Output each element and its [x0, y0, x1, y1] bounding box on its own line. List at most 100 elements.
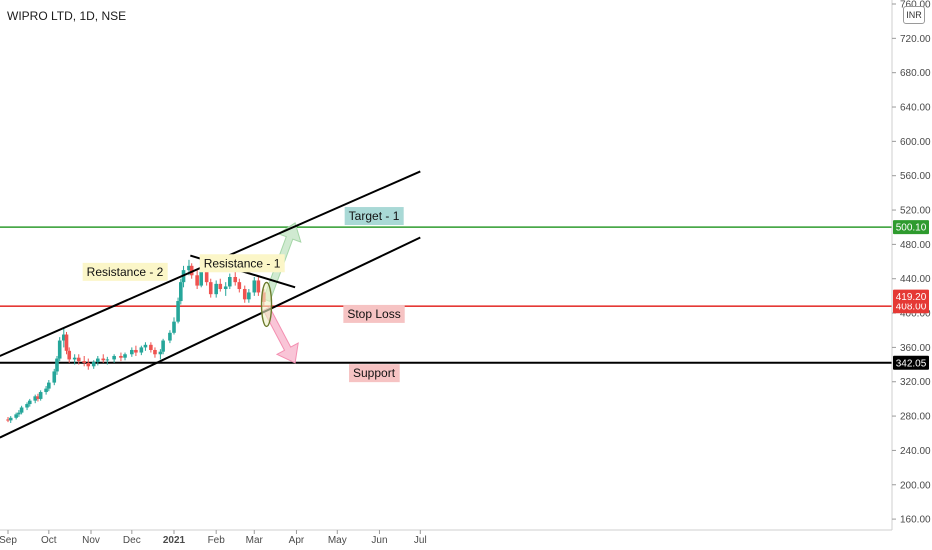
- candle-body: [119, 355, 123, 358]
- breakdown-ellipse-marker: [260, 281, 273, 328]
- candle-body: [6, 419, 10, 421]
- candle-body: [168, 332, 172, 341]
- candle-body: [96, 358, 100, 362]
- price-tag: 419.20: [893, 289, 929, 304]
- y-tick-label: 240.00: [900, 446, 931, 457]
- candle-body: [195, 275, 199, 286]
- candle-body: [14, 414, 18, 418]
- candle-body: [223, 286, 228, 290]
- currency-button[interactable]: INR: [903, 6, 925, 24]
- price-axis[interactable]: 760.00 720.00 680.00 640.00 600.00 560.00 520.…: [892, 0, 931, 526]
- x-tick-label: May: [328, 535, 347, 546]
- annotation-label: Target - 1: [344, 207, 404, 226]
- candle-body: [161, 340, 165, 352]
- chart-title: WIPRO LTD, 1D, NSE: [7, 9, 126, 23]
- candle-body: [214, 283, 218, 295]
- x-tick-label: Apr: [289, 535, 305, 546]
- price-tag-background: [893, 220, 929, 235]
- candle-body: [101, 358, 106, 361]
- y-tick-label: 760.00: [900, 0, 931, 11]
- candle-body: [38, 392, 43, 399]
- y-tick-label: 560.00: [900, 171, 931, 182]
- annotation-label: Resistance - 1: [199, 254, 285, 273]
- candle-body: [123, 354, 127, 358]
- candle-body: [158, 351, 163, 355]
- time-axis[interactable]: Sep Oct Nov Dec 2021 Feb Mar Apr May Jun Jul: [0, 530, 427, 546]
- x-tick-label: Nov: [82, 535, 100, 546]
- candle-body: [82, 361, 86, 363]
- candle-body: [76, 357, 81, 362]
- candle-body: [134, 349, 138, 353]
- y-tick-label: 400.00: [900, 309, 931, 320]
- candle-body: [27, 400, 32, 405]
- annotation-background: [82, 262, 168, 281]
- candle-body: [204, 271, 209, 283]
- x-tick-label: Jul: [414, 535, 427, 546]
- annotation-label: Stop Loss: [343, 304, 405, 323]
- annotation-text: Support: [353, 366, 396, 380]
- candle-body: [44, 388, 48, 393]
- candle-body: [172, 321, 176, 333]
- candle-body: [153, 349, 157, 355]
- candle-body: [179, 282, 183, 302]
- y-tick-label: 200.00: [900, 480, 931, 491]
- annotation-background: [199, 254, 285, 273]
- candle-body: [86, 362, 91, 367]
- candle-body: [143, 344, 148, 348]
- candle-body: [233, 277, 238, 283]
- annotation-background: [344, 207, 404, 226]
- candle-body: [61, 334, 66, 341]
- trendline: [0, 236, 421, 439]
- candle-body: [199, 271, 204, 286]
- candle-body: [64, 334, 69, 351]
- annotation-text: Target - 1: [349, 209, 400, 223]
- candle-body: [189, 265, 194, 276]
- y-tick-label: 520.00: [900, 206, 931, 217]
- down-projection-arrow: [262, 306, 299, 364]
- candle-body: [256, 280, 261, 293]
- candle-body: [149, 344, 153, 350]
- candle-body: [187, 265, 191, 271]
- price-tag-label: 419.20: [896, 292, 927, 303]
- annotation-background: [349, 364, 400, 383]
- y-tick-label: 440.00: [900, 274, 931, 285]
- candle-body: [52, 371, 57, 383]
- candle-body: [33, 396, 38, 401]
- candle-body: [67, 350, 72, 360]
- horizontal-levels: [0, 226, 892, 364]
- y-tick-label: 680.00: [900, 68, 931, 79]
- candle-body: [25, 404, 29, 408]
- candle-body: [139, 347, 144, 353]
- price-tag-background: [893, 289, 929, 304]
- y-tick-label: 360.00: [900, 343, 931, 354]
- x-tick-label: Dec: [123, 535, 141, 546]
- price-tag-label: 500.10: [896, 223, 927, 234]
- candles: [6, 259, 266, 423]
- x-tick-label: 2021: [163, 535, 186, 546]
- y-tick-label: 160.00: [900, 515, 931, 526]
- x-tick-label: Feb: [208, 535, 226, 546]
- y-tick-label: 600.00: [900, 137, 931, 148]
- x-tick-label: Oct: [41, 535, 57, 546]
- price-tag: 500.10: [893, 220, 929, 235]
- price-tag-label: 342.05: [896, 358, 927, 369]
- y-tick-label: 640.00: [900, 103, 931, 114]
- candle-body: [247, 292, 251, 300]
- x-tick-label: Sep: [0, 535, 17, 546]
- y-tick-label: 720.00: [900, 34, 931, 45]
- candle-body: [8, 417, 13, 421]
- y-tick-label: 480.00: [900, 240, 931, 251]
- candle-body: [47, 382, 51, 389]
- y-tick-label: 320.00: [900, 377, 931, 388]
- candle-body: [252, 280, 257, 293]
- candle-body: [91, 361, 96, 367]
- price-tag: 342.05: [893, 355, 929, 370]
- candle-body: [19, 407, 24, 413]
- candle-body: [72, 357, 77, 360]
- annotation-label: Support: [349, 364, 400, 383]
- candle-body: [36, 396, 40, 399]
- annotation-text: Resistance - 2: [87, 265, 164, 279]
- candle-body: [130, 349, 134, 355]
- x-tick-label: Jun: [371, 535, 387, 546]
